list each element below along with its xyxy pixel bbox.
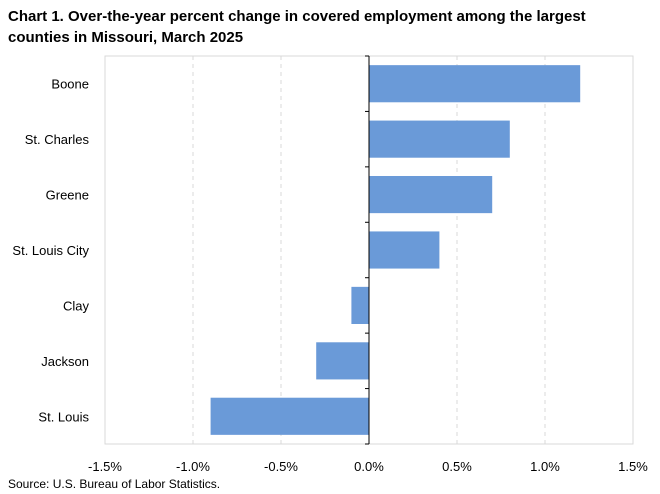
x-tick-label: 1.0% bbox=[530, 459, 560, 474]
category-label: Greene bbox=[46, 188, 89, 203]
zero-axis bbox=[365, 55, 370, 445]
x-tick-label: 0.5% bbox=[442, 459, 472, 474]
bars bbox=[210, 65, 581, 435]
x-tick-label: 0.0% bbox=[354, 459, 384, 474]
source-note: Source: U.S. Bureau of Labor Statistics. bbox=[8, 477, 221, 491]
category-label: St. Louis City bbox=[12, 243, 89, 258]
chart-title: Chart 1. Over-the-year percent change in… bbox=[8, 8, 586, 46]
category-label: St. Charles bbox=[25, 132, 90, 147]
x-tick-label: -0.5% bbox=[264, 459, 298, 474]
x-tick-labels: -1.5% -1.0% -0.5% 0.0% 0.5% 1.0% 1.5% bbox=[88, 459, 648, 474]
x-tick-label: -1.0% bbox=[176, 459, 210, 474]
x-tick-label: 1.5% bbox=[618, 459, 648, 474]
category-label: Boone bbox=[51, 77, 89, 92]
bar bbox=[369, 231, 440, 269]
bar bbox=[351, 286, 369, 324]
x-tick-label: -1.5% bbox=[88, 459, 122, 474]
bar bbox=[369, 120, 510, 158]
bar bbox=[369, 65, 581, 103]
bar bbox=[316, 342, 369, 380]
category-label: Clay bbox=[63, 298, 90, 313]
bar bbox=[369, 176, 493, 214]
category-label: Jackson bbox=[41, 354, 89, 369]
category-labels: Boone St. Charles Greene St. Louis City Clay… bbox=[12, 77, 89, 425]
bar bbox=[210, 397, 369, 435]
category-label: St. Louis bbox=[38, 409, 89, 424]
